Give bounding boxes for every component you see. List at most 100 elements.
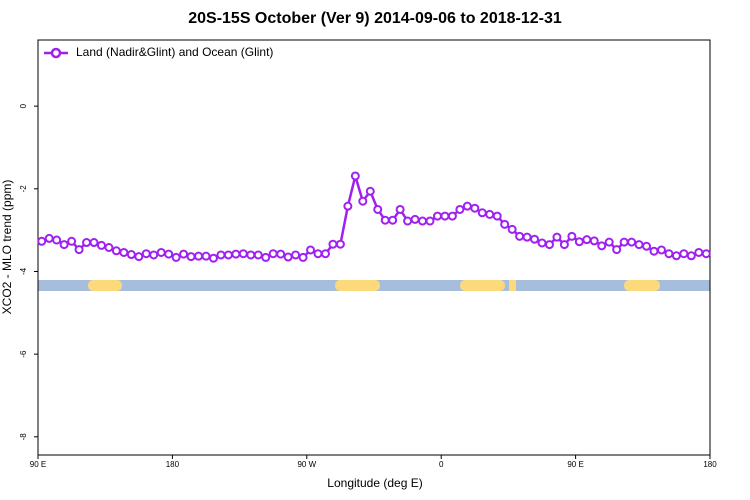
point xyxy=(604,237,614,247)
x-tick-label: 90 E xyxy=(567,460,583,469)
point xyxy=(507,224,517,234)
point xyxy=(432,211,442,221)
point xyxy=(686,251,696,261)
point xyxy=(634,240,644,250)
point xyxy=(67,236,77,246)
point xyxy=(261,252,271,262)
point xyxy=(552,232,562,242)
point xyxy=(246,250,256,260)
point xyxy=(373,204,383,214)
point xyxy=(649,246,659,256)
point xyxy=(470,203,480,213)
point xyxy=(298,252,308,262)
point xyxy=(194,251,204,261)
y-tick-label: -4 xyxy=(19,267,28,275)
series-line xyxy=(41,171,707,260)
point xyxy=(440,211,450,221)
y-tick-label: 0 xyxy=(19,103,28,108)
land-strip xyxy=(624,280,660,291)
y-axis-label: XCO2 - MLO trend (ppm) xyxy=(0,180,14,315)
point xyxy=(253,250,263,260)
point xyxy=(216,250,226,260)
point xyxy=(186,252,196,262)
point xyxy=(335,239,345,249)
point xyxy=(388,215,398,225)
point xyxy=(418,216,428,226)
point xyxy=(679,249,689,259)
x-tick-label: 90 E xyxy=(30,460,46,469)
point xyxy=(477,208,487,218)
legend-label: Land (Nadir&Glint) and Ocean (Glint) xyxy=(76,45,273,59)
point xyxy=(82,238,92,248)
point xyxy=(141,249,151,259)
point xyxy=(149,250,159,260)
legend-marker xyxy=(50,47,62,59)
point xyxy=(231,249,241,259)
point xyxy=(268,249,278,259)
point xyxy=(365,186,375,196)
point xyxy=(522,232,532,242)
point xyxy=(537,238,547,248)
surface-strip xyxy=(38,280,710,291)
point xyxy=(59,240,69,250)
y-tick-label: -8 xyxy=(19,433,28,441)
point xyxy=(455,204,465,214)
x-axis-label: Longitude (deg E) xyxy=(327,476,422,490)
point xyxy=(358,196,368,206)
point xyxy=(291,250,301,260)
point xyxy=(306,245,316,255)
point xyxy=(403,216,413,226)
point xyxy=(410,214,420,224)
point xyxy=(44,233,54,243)
point xyxy=(320,249,330,259)
x-tick-label: 90 W xyxy=(297,460,316,469)
point xyxy=(223,250,233,260)
point xyxy=(283,252,293,262)
point xyxy=(530,234,540,244)
point xyxy=(201,251,211,261)
point xyxy=(425,216,435,226)
point xyxy=(89,238,99,248)
point xyxy=(171,252,181,262)
point xyxy=(126,250,136,260)
point xyxy=(111,246,121,256)
point xyxy=(544,240,554,250)
point xyxy=(156,247,166,257)
point xyxy=(119,247,129,257)
land-strip xyxy=(335,280,380,291)
point xyxy=(485,209,495,219)
point xyxy=(582,235,592,245)
point xyxy=(350,171,360,181)
y-tick-label: -6 xyxy=(19,350,28,358)
point xyxy=(567,231,577,241)
point xyxy=(276,249,286,259)
point xyxy=(37,236,47,246)
point xyxy=(179,249,189,259)
point xyxy=(574,237,584,247)
plot-frame xyxy=(37,39,711,456)
point xyxy=(656,245,666,255)
point xyxy=(500,219,510,229)
point xyxy=(328,239,338,249)
point xyxy=(238,249,248,259)
point xyxy=(164,249,174,259)
point xyxy=(589,236,599,246)
land-strip xyxy=(460,280,505,291)
point xyxy=(619,237,629,247)
point xyxy=(612,245,622,255)
point xyxy=(104,243,114,252)
point xyxy=(208,253,218,263)
x-tick-label: 180 xyxy=(166,460,180,469)
point xyxy=(52,235,62,245)
point xyxy=(462,201,472,211)
point xyxy=(694,247,704,257)
point xyxy=(134,252,144,262)
y-tick-label: -2 xyxy=(19,185,28,193)
point xyxy=(642,241,652,251)
x-tick-label: 0 xyxy=(439,460,444,469)
point xyxy=(447,211,457,221)
point xyxy=(395,204,405,214)
point xyxy=(701,249,711,259)
point xyxy=(74,245,84,255)
